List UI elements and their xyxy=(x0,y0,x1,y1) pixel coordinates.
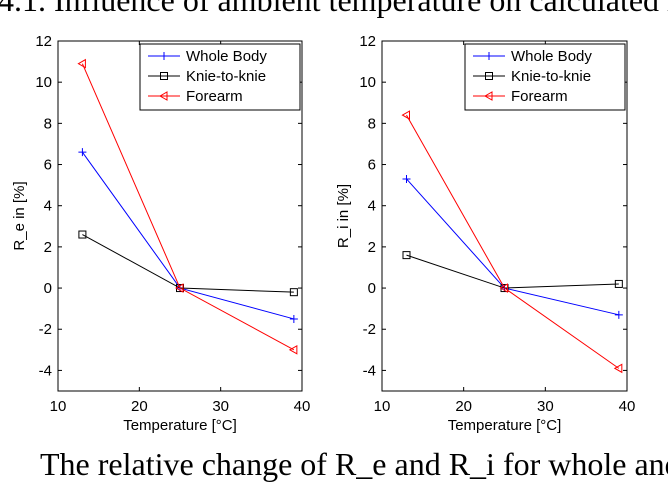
x-tick-label: 30 xyxy=(537,398,554,415)
series-whole-body xyxy=(78,148,298,323)
legend-label: Knie-to-knie xyxy=(186,68,266,85)
y-tick-label: 6 xyxy=(368,157,376,174)
legend-label: Whole Body xyxy=(186,48,267,65)
marker-plus xyxy=(614,310,623,319)
y-tick-label: 8 xyxy=(44,115,52,132)
marker-triangle xyxy=(499,283,508,293)
marker-triangle xyxy=(77,58,86,69)
y-tick-label: -2 xyxy=(39,321,52,338)
marker-square xyxy=(160,72,168,80)
series-line xyxy=(406,254,619,289)
marker-triangle xyxy=(158,91,168,101)
y-tick-label: 10 xyxy=(35,74,52,91)
y-tick-label: 12 xyxy=(359,33,376,50)
x-tick-label: 40 xyxy=(294,398,311,415)
legend-label: Forearm xyxy=(511,88,568,105)
x-axis-label: Temperature [°C] xyxy=(123,417,237,434)
marker-triangle xyxy=(483,91,493,101)
series-line xyxy=(81,151,294,320)
legend-label: Forearm xyxy=(186,88,243,105)
legend-label: Whole Body xyxy=(511,48,592,65)
series-line xyxy=(81,63,295,351)
y-axis-label: R_e in [%] xyxy=(11,181,28,250)
y-tick-label: -4 xyxy=(39,362,52,379)
x-axis-label: Temperature [°C] xyxy=(448,417,562,434)
marker-plus xyxy=(78,148,87,157)
marker-square xyxy=(289,288,298,297)
marker-square xyxy=(402,251,411,260)
chart-panel-1: 10 20 30 40 -4 -2 0 2 4 6 8 10 12 Temperature [°C] R_e… xyxy=(11,33,310,434)
series-forearm xyxy=(401,110,623,374)
series-knie-to-knie xyxy=(78,230,298,297)
y-tick-label: 8 xyxy=(368,115,376,132)
series-line xyxy=(406,178,619,316)
y-tick-label: 2 xyxy=(44,239,52,256)
x-tick-label: 10 xyxy=(374,398,391,415)
y-tick-label: 10 xyxy=(359,74,376,91)
y-tick-label: 12 xyxy=(35,33,52,50)
legend-label: Knie-to-knie xyxy=(511,68,591,85)
marker-plus xyxy=(289,314,298,323)
chart-panel-2: 10 20 30 40 -4 -2 0 2 4 6 8 10 12 Temperature [°C] R_i… xyxy=(335,33,635,434)
y-tick-label: 0 xyxy=(368,280,376,297)
marker-square xyxy=(485,72,493,80)
y-tick-label: 4 xyxy=(368,198,376,215)
section-heading: 4.1. Influence of ambient temperature on… xyxy=(0,0,668,18)
y-tick-label: 0 xyxy=(44,280,52,297)
marker-plus xyxy=(402,174,411,183)
x-tick-label: 30 xyxy=(212,398,229,415)
marker-square xyxy=(614,279,623,288)
x-tick-label: 40 xyxy=(619,398,636,415)
series-knie-to-knie xyxy=(402,251,623,293)
series-line xyxy=(406,114,620,369)
x-tick-label: 20 xyxy=(131,398,148,415)
marker-triangle xyxy=(174,283,184,293)
y-tick-label: 6 xyxy=(44,157,52,174)
y-tick-label: 2 xyxy=(368,239,376,256)
y-tick-label: -2 xyxy=(363,321,376,338)
y-tick-label: -4 xyxy=(363,362,376,379)
marker-square xyxy=(78,230,87,239)
y-tick-label: 4 xyxy=(44,198,52,215)
marker-plus xyxy=(485,52,493,60)
series-forearm xyxy=(77,58,298,355)
marker-triangle xyxy=(288,344,298,355)
x-tick-label: 20 xyxy=(455,398,472,415)
plot-frame xyxy=(381,40,628,392)
legend: Whole Body Knie-to-knie Forearm xyxy=(464,43,626,111)
marker-triangle xyxy=(401,110,410,120)
marker-triangle xyxy=(613,363,623,374)
plot-frame xyxy=(57,40,303,392)
series-line xyxy=(82,234,294,293)
legend: Whole Body Knie-to-knie Forearm xyxy=(139,43,301,111)
y-axis-label: R_i in [%] xyxy=(335,184,352,248)
series-whole-body xyxy=(402,174,623,319)
x-tick-label: 10 xyxy=(50,398,67,415)
marker-plus xyxy=(160,52,168,60)
